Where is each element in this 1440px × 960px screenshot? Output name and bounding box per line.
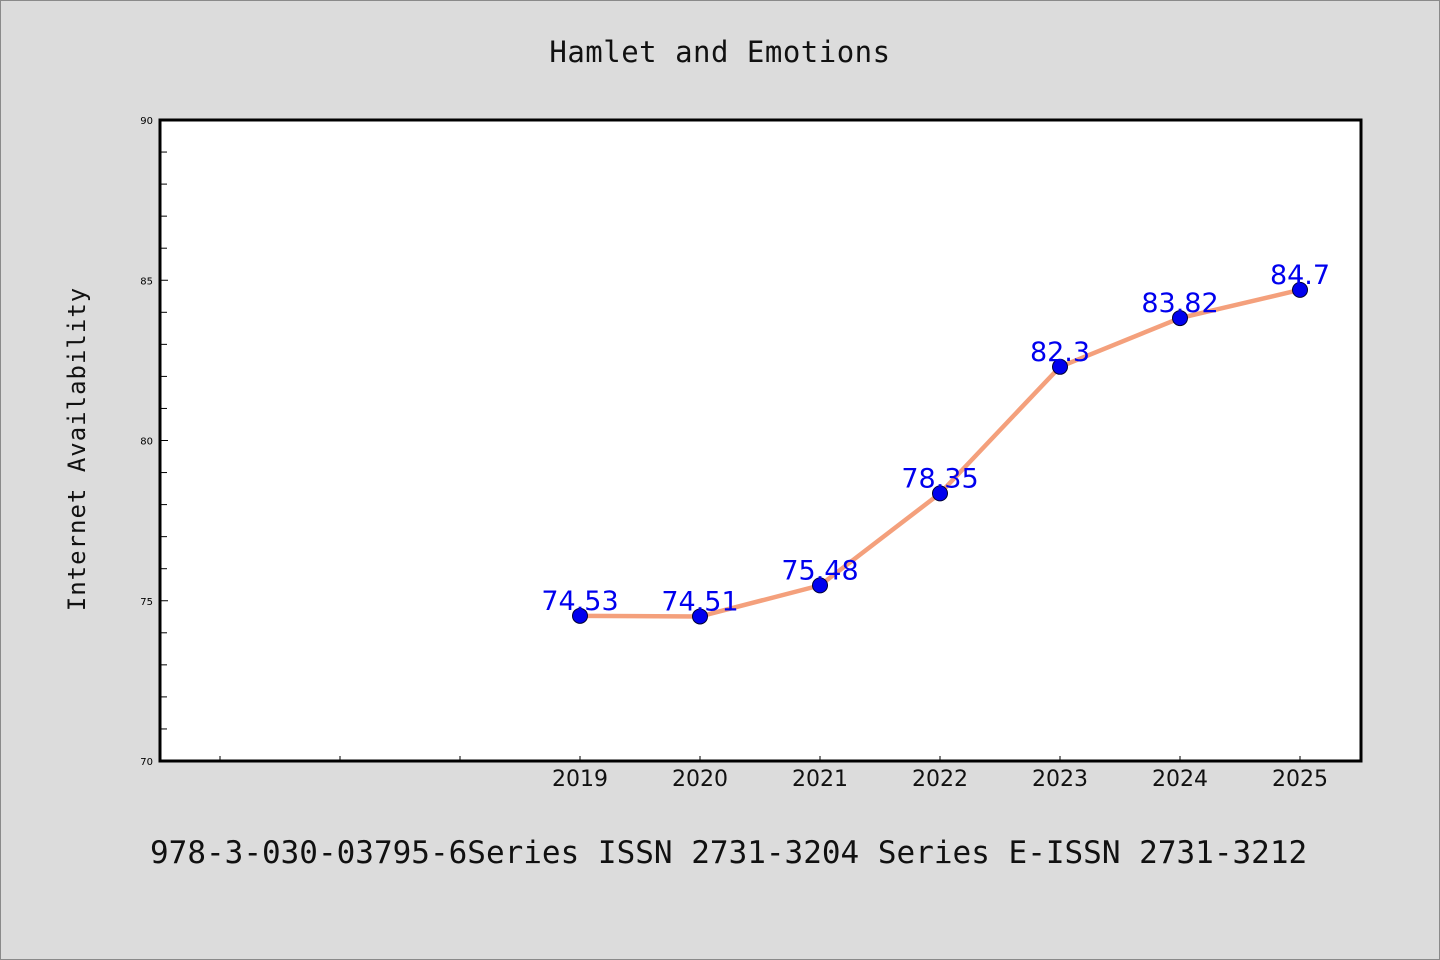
data-point	[692, 608, 708, 625]
y-tick-label: 90	[140, 116, 153, 127]
data-point	[1052, 358, 1068, 375]
data-point	[572, 607, 588, 624]
data-label: 78.35	[901, 463, 978, 494]
x-tick-label: 2021	[792, 767, 848, 792]
data-label: 74.53	[541, 586, 618, 617]
x-tick-label: 2023	[1032, 767, 1088, 792]
footer-isbn-issn: 978-3-030-03795-6Series ISSN 2731-3204 S…	[150, 835, 1308, 871]
data-label: 83.82	[1141, 288, 1218, 319]
plot-frame	[158, 118, 1363, 763]
x-tick-label: 2020	[672, 767, 728, 792]
data-label: 82.3	[1030, 337, 1090, 368]
data-point	[812, 577, 828, 594]
y-tick-label: 75	[140, 597, 153, 608]
data-point	[1292, 281, 1308, 298]
data-label: 74.51	[661, 586, 738, 617]
data-point	[932, 485, 948, 502]
y-tick-label: 70	[140, 757, 153, 768]
x-tick-label: 2019	[552, 767, 608, 792]
data-label: 75.48	[781, 555, 858, 586]
x-tick-label: 2024	[1152, 767, 1208, 792]
plot-area	[160, 120, 1361, 761]
y-tick-label: 85	[140, 276, 153, 287]
x-tick-label: 2025	[1272, 767, 1328, 792]
chart-title: Hamlet and Emotions	[549, 35, 891, 69]
data-point	[1172, 310, 1188, 327]
x-tick-label: 2022	[912, 767, 968, 792]
data-label: 84.7	[1270, 260, 1330, 291]
y-tick-label: 80	[140, 437, 153, 448]
